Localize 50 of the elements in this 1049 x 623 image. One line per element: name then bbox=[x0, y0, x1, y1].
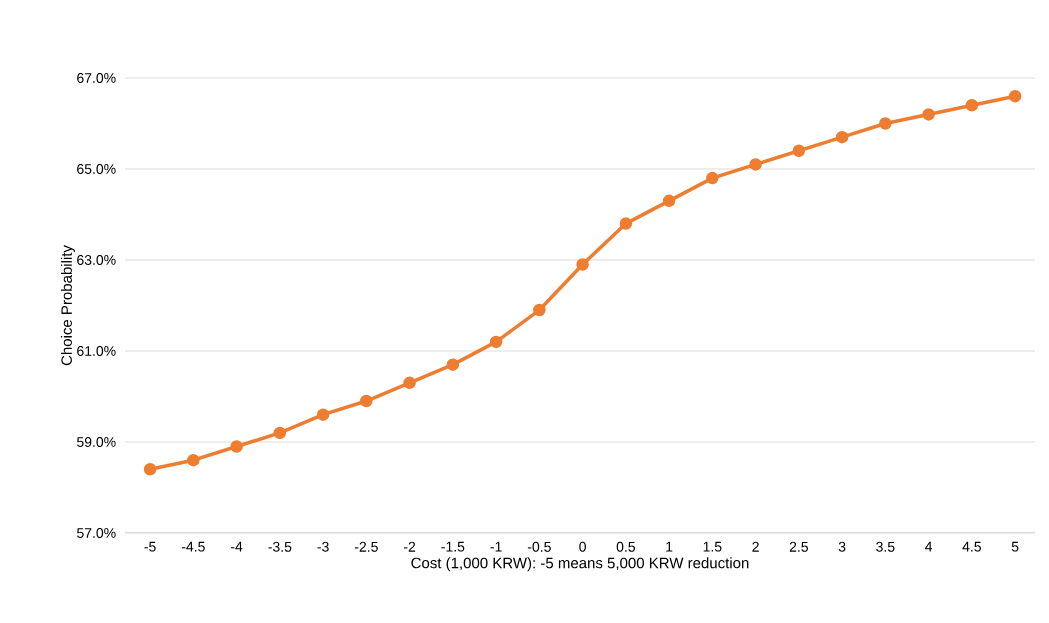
x-tick-label: 0.5 bbox=[616, 541, 635, 552]
x-tick-label: 0 bbox=[579, 541, 586, 552]
point bbox=[316, 408, 330, 421]
point bbox=[879, 117, 892, 130]
x-tick-label: 3 bbox=[838, 541, 846, 552]
x-tick-label: -2 bbox=[404, 541, 416, 552]
x-tick-label: 4 bbox=[925, 541, 933, 552]
point bbox=[662, 194, 676, 208]
y-tick-label: 59.0% bbox=[77, 437, 116, 447]
x-tick-label: 2 bbox=[752, 541, 759, 552]
x-tick-label: -4 bbox=[231, 541, 243, 552]
y-tick-label: 57.0% bbox=[77, 528, 116, 538]
y-tick-label: 65.0% bbox=[77, 164, 116, 174]
y-axis-title: Choice Probability bbox=[60, 245, 75, 366]
point bbox=[706, 171, 719, 185]
x-tick-label: 1 bbox=[666, 541, 673, 552]
x-tick-label: 4.5 bbox=[962, 541, 981, 552]
x-tick-label: -5 bbox=[144, 541, 156, 552]
point bbox=[489, 335, 503, 349]
point bbox=[273, 426, 287, 440]
x-tick-label: -4.5 bbox=[181, 541, 205, 552]
x-tick-label: -0.5 bbox=[527, 541, 551, 552]
point bbox=[922, 108, 935, 121]
point bbox=[576, 258, 589, 271]
point bbox=[619, 217, 633, 230]
y-tick-label: 61.0% bbox=[77, 346, 116, 356]
x-tick-label: -2.5 bbox=[354, 541, 378, 552]
x-tick-label: -3.5 bbox=[268, 541, 292, 552]
x-tick-label: -3 bbox=[317, 541, 329, 552]
point bbox=[360, 394, 373, 408]
point bbox=[1008, 89, 1022, 103]
point bbox=[533, 303, 546, 317]
point bbox=[187, 453, 200, 467]
point bbox=[446, 358, 460, 371]
x-tick-label: -1 bbox=[490, 541, 502, 552]
point bbox=[835, 130, 849, 144]
point bbox=[143, 463, 157, 476]
y-tick-label: 67.0% bbox=[77, 73, 116, 83]
x-tick-label: 2.5 bbox=[789, 541, 808, 552]
point bbox=[792, 144, 806, 158]
point bbox=[965, 99, 979, 112]
point bbox=[403, 376, 416, 390]
x-tick-label: -1.5 bbox=[441, 541, 465, 552]
point bbox=[230, 440, 243, 453]
x-tick-label: 5 bbox=[1011, 541, 1019, 552]
x-tick-label: 3.5 bbox=[876, 541, 895, 552]
point bbox=[749, 158, 762, 171]
y-tick-label: 63.0% bbox=[77, 255, 116, 265]
x-tick-label: 1.5 bbox=[703, 541, 722, 552]
x-axis-title: Cost (1,000 KRW): -5 means 5,000 KRW reduction bbox=[411, 557, 749, 572]
